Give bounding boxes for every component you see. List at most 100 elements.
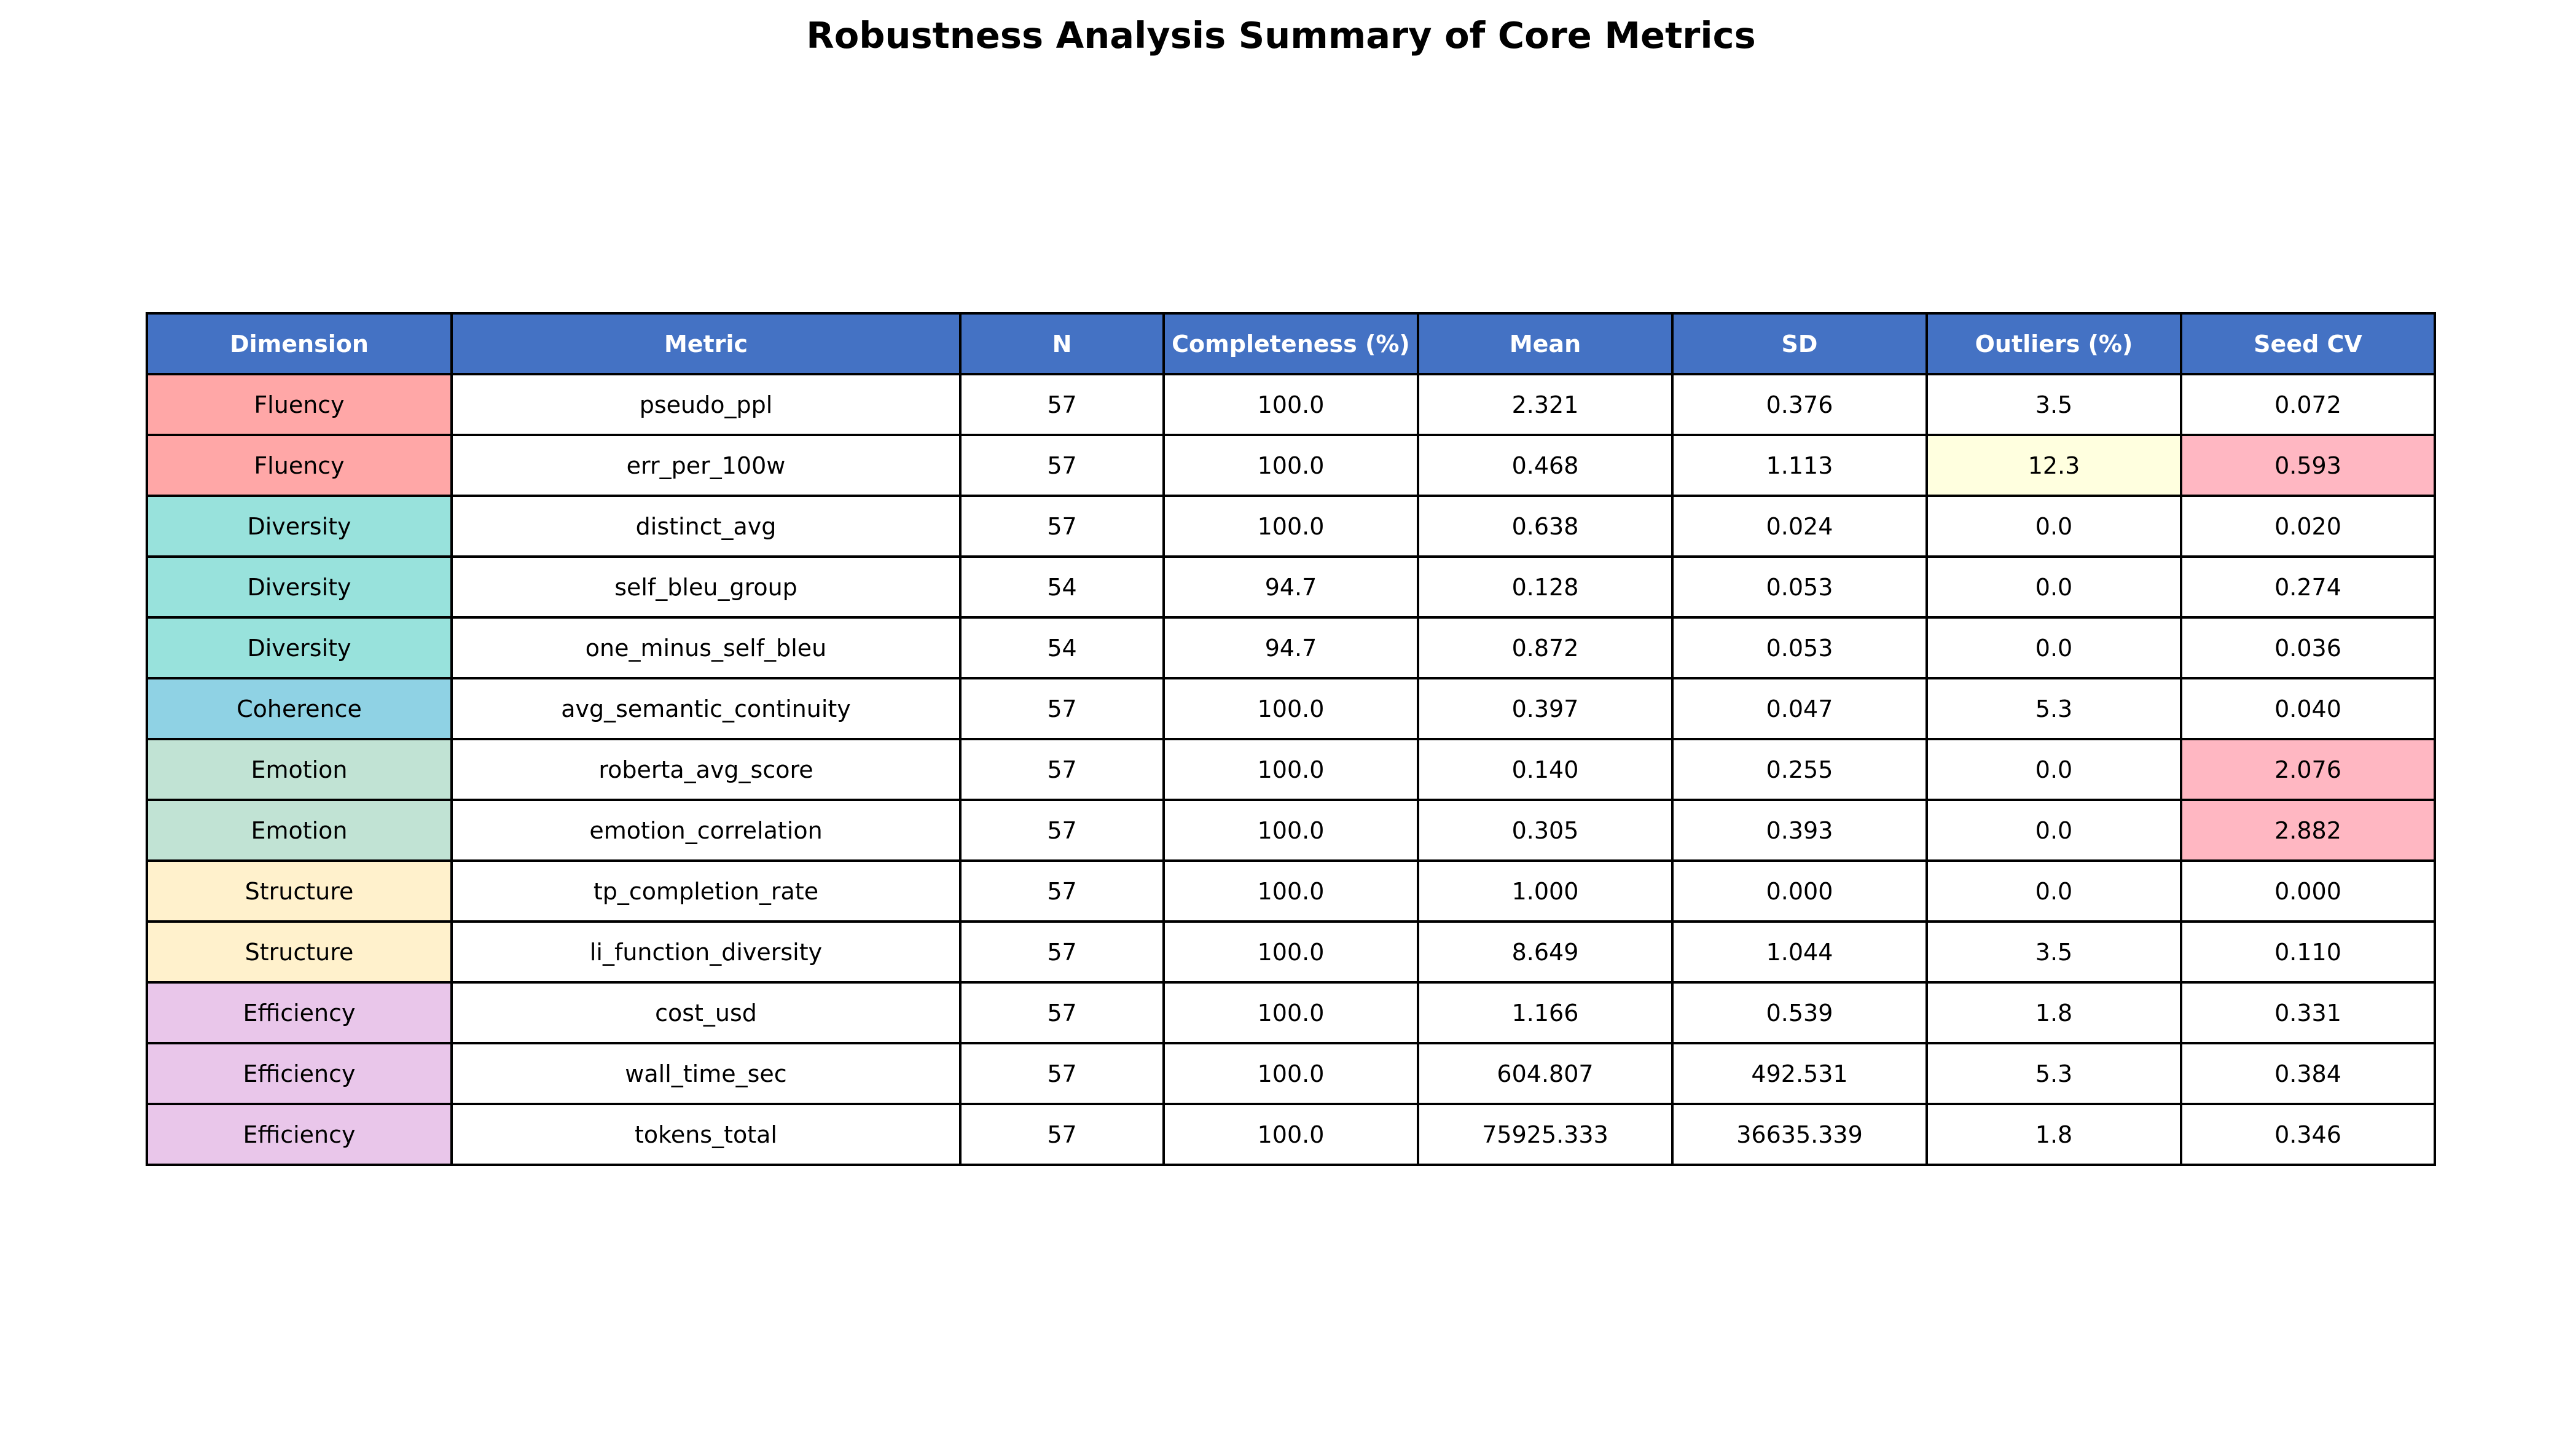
table-cell: 0.000 — [2180, 859, 2436, 923]
dimension-cell: Efficiency — [146, 981, 453, 1044]
table-row: Structure li_function_diversity 57 100.0 8.6… — [146, 920, 2436, 984]
table-cell: 0.0 — [1925, 738, 2182, 801]
table-cell: 57 — [959, 373, 1165, 436]
table-cell: avg_semantic_continuity — [450, 677, 962, 740]
table-cell: 2.882 — [2180, 799, 2436, 862]
table-cell: 0.539 — [1671, 981, 1928, 1044]
column-header: Seed CV — [2180, 312, 2436, 375]
table-cell: 0.346 — [2180, 1103, 2436, 1166]
table-cell: 54 — [959, 616, 1165, 679]
table-cell: tokens_total — [450, 1103, 962, 1166]
dimension-cell: Diversity — [146, 616, 453, 679]
dimension-cell: Fluency — [146, 373, 453, 436]
table-cell: 100.0 — [1162, 738, 1419, 801]
table-cell: 3.5 — [1925, 920, 2182, 984]
table-cell: 0.040 — [2180, 677, 2436, 740]
table-cell: 57 — [959, 738, 1165, 801]
table-cell: li_function_diversity — [450, 920, 962, 984]
table-cell: 0.0 — [1925, 799, 2182, 862]
table-cell: roberta_avg_score — [450, 738, 962, 801]
column-header: Dimension — [146, 312, 453, 375]
table-cell: 0.593 — [2180, 434, 2436, 497]
table-cell: 57 — [959, 495, 1165, 558]
table-header-row: Dimension Metric N Completeness (%) Mean SD Ou… — [146, 312, 2436, 375]
table-cell: 0.053 — [1671, 616, 1928, 679]
dimension-cell: Emotion — [146, 738, 453, 801]
table-row: Efficiency wall_time_sec 57 100.0 604.807 492… — [146, 1042, 2436, 1105]
table-cell: 3.5 — [1925, 373, 2182, 436]
table-cell: 492.531 — [1671, 1042, 1928, 1105]
dimension-cell: Efficiency — [146, 1042, 453, 1105]
table-cell: 100.0 — [1162, 1042, 1419, 1105]
table-cell: 0.468 — [1417, 434, 1674, 497]
table-cell: one_minus_self_bleu — [450, 616, 962, 679]
table-cell: 1.044 — [1671, 920, 1928, 984]
table-cell: 5.3 — [1925, 1042, 2182, 1105]
dimension-cell: Efficiency — [146, 1103, 453, 1166]
table-cell: 0.0 — [1925, 495, 2182, 558]
dimension-cell: Structure — [146, 920, 453, 984]
table-cell: 0.872 — [1417, 616, 1674, 679]
table-cell: 100.0 — [1162, 1103, 1419, 1166]
table-cell: 0.305 — [1417, 799, 1674, 862]
table-cell: 12.3 — [1925, 434, 2182, 497]
table-cell: 2.076 — [2180, 738, 2436, 801]
table-row: Structure tp_completion_rate 57 100.0 1.000 0… — [146, 859, 2436, 923]
table-cell: distinct_avg — [450, 495, 962, 558]
metrics-table: Dimension Metric N Completeness (%) Mean SD Ou… — [146, 312, 2436, 1166]
chart-title: Robustness Analysis Summary of Core Metr… — [806, 14, 1756, 57]
table-cell: 100.0 — [1162, 434, 1419, 497]
table-cell: 0.072 — [2180, 373, 2436, 436]
table-cell: cost_usd — [450, 981, 962, 1044]
table-cell: 0.047 — [1671, 677, 1928, 740]
table-cell: 100.0 — [1162, 799, 1419, 862]
column-header: N — [959, 312, 1165, 375]
table-cell: 0.036 — [2180, 616, 2436, 679]
table-cell: self_bleu_group — [450, 555, 962, 619]
table-cell: 604.807 — [1417, 1042, 1674, 1105]
table-cell: 57 — [959, 920, 1165, 984]
table-cell: 100.0 — [1162, 677, 1419, 740]
table-row: Coherence avg_semantic_continuity 57 100.0 0… — [146, 677, 2436, 740]
table-cell: 0.331 — [2180, 981, 2436, 1044]
table-cell: 100.0 — [1162, 920, 1419, 984]
table-row: Fluency err_per_100w 57 100.0 0.468 1.113 12.3… — [146, 434, 2436, 497]
table-cell: 57 — [959, 1042, 1165, 1105]
table-cell: tp_completion_rate — [450, 859, 962, 923]
dimension-cell: Structure — [146, 859, 453, 923]
table-cell: 100.0 — [1162, 373, 1419, 436]
table-cell: 1.8 — [1925, 981, 2182, 1044]
table-cell: 0.0 — [1925, 616, 2182, 679]
table-cell: 0.274 — [2180, 555, 2436, 619]
dimension-cell: Coherence — [146, 677, 453, 740]
column-header: SD — [1671, 312, 1928, 375]
table-cell: err_per_100w — [450, 434, 962, 497]
table-cell: 0.128 — [1417, 555, 1674, 619]
table-row: Efficiency tokens_total 57 100.0 75925.333 36… — [146, 1103, 2436, 1166]
table-cell: 2.321 — [1417, 373, 1674, 436]
table-cell: 0.376 — [1671, 373, 1928, 436]
table-cell: 54 — [959, 555, 1165, 619]
table-cell: 1.8 — [1925, 1103, 2182, 1166]
table-cell: 8.649 — [1417, 920, 1674, 984]
table-row: Emotion emotion_correlation 57 100.0 0.305 0.… — [146, 799, 2436, 862]
column-header: Completeness (%) — [1162, 312, 1419, 375]
column-header: Metric — [450, 312, 962, 375]
table-cell: 57 — [959, 434, 1165, 497]
table-cell: wall_time_sec — [450, 1042, 962, 1105]
table-cell: 0.384 — [2180, 1042, 2436, 1105]
column-header: Mean — [1417, 312, 1674, 375]
table-cell: 100.0 — [1162, 495, 1419, 558]
table-cell: 57 — [959, 799, 1165, 862]
column-header: Outliers (%) — [1925, 312, 2182, 375]
table-cell: 0.053 — [1671, 555, 1928, 619]
table-cell: 57 — [959, 859, 1165, 923]
table-cell: 94.7 — [1162, 616, 1419, 679]
table-cell: 0.024 — [1671, 495, 1928, 558]
table-cell: 94.7 — [1162, 555, 1419, 619]
table-row: Efficiency cost_usd 57 100.0 1.166 0.539 1.8 0.… — [146, 981, 2436, 1044]
table-cell: 5.3 — [1925, 677, 2182, 740]
table-cell: 0.255 — [1671, 738, 1928, 801]
table-row: Diversity distinct_avg 57 100.0 0.638 0.024 0.… — [146, 495, 2436, 558]
table-cell: 0.0 — [1925, 555, 2182, 619]
